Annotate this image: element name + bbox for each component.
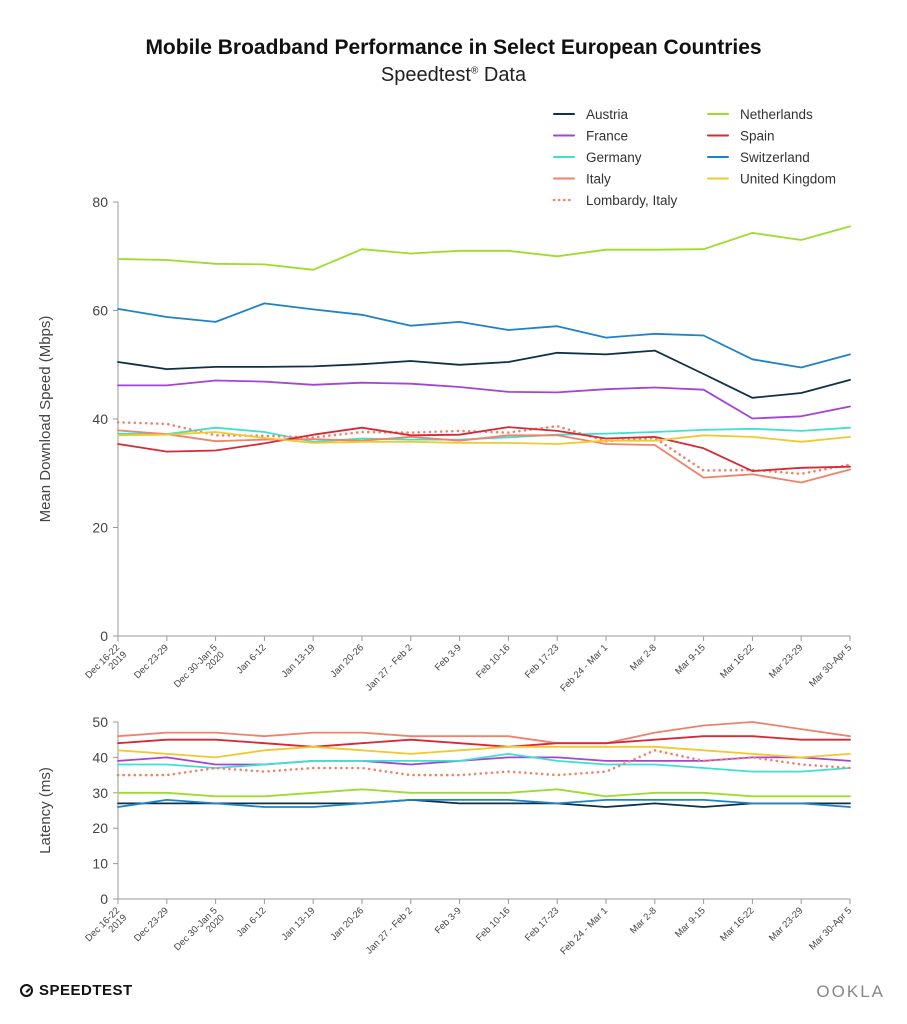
latency-series-switzerland: [117, 799, 851, 808]
download-y-tick-label: 60: [92, 303, 108, 319]
latency-y-tick-label: 40: [92, 749, 108, 765]
latency-y-tick-label: 0: [100, 891, 108, 907]
latency-y-tick-label: 20: [92, 820, 108, 836]
latency-y-tick-label: 30: [92, 785, 108, 801]
latency-y-tick-label: 10: [92, 856, 108, 872]
latency-series-united-kingdom: [117, 745, 851, 759]
download-x-tick-label: Mar 9-15: [673, 642, 708, 677]
download-x-tick-label: Dec 23-29: [132, 642, 171, 681]
download-speed-chart: 0 20 40 60 80 Mean Download Speed (Mbps) Dec 1…: [37, 194, 854, 697]
latency-x-tick-label: Dec 23-29: [132, 905, 171, 944]
speedtest-logo: SPEEDTEST: [20, 982, 133, 999]
download-x-tick-label: Mar 23-29: [767, 642, 805, 680]
download-x-tick-label: Jan 27 - Feb 2: [364, 642, 415, 693]
download-y-axis-label: Mean Download Speed (Mbps): [37, 316, 54, 523]
download-series-netherlands: [117, 225, 851, 271]
latency-series-france: [117, 756, 851, 766]
latency-x-tick-label: Mar 2-8: [628, 905, 659, 936]
legend-label-united-kingdom: United Kingdom: [740, 172, 836, 187]
legend-label-austria: Austria: [586, 107, 629, 122]
latency-x-tick-label: Jan 6-12: [235, 905, 269, 939]
latency-x-tick-label: Jan 13-19: [280, 905, 318, 943]
speedtest-logo-text: SPEEDTEST: [39, 982, 133, 999]
latency-series-germany: [117, 753, 851, 773]
latency-series-netherlands: [117, 788, 851, 798]
latency-series-lombardy-italy: [116, 748, 852, 777]
download-y-tick-label: 40: [92, 411, 108, 427]
latency-x-tick-label: Mar 9-15: [673, 905, 708, 940]
download-series-switzerland: [117, 302, 851, 369]
download-x-tick-label: Dec 30-Jan 52020: [172, 642, 227, 697]
download-x-tick-label: Feb 24 - Mar 1: [558, 642, 610, 694]
latency-x-tick-label: Mar 16-22: [718, 905, 756, 943]
download-x-tick-label: Mar 16-22: [718, 642, 756, 680]
ookla-logo: OOKLA: [816, 982, 885, 1001]
download-y-tick-label: 0: [100, 628, 108, 644]
latency-series-austria: [117, 799, 851, 808]
download-series-italy: [117, 429, 851, 484]
subtitle-text: Speedtest: [380, 64, 471, 86]
latency-x-tick-label: Dec 30-Jan 52020: [172, 905, 227, 960]
legend: Austria France Germany Italy Lombardy, Italy…: [552, 107, 836, 208]
legend-label-spain: Spain: [740, 129, 775, 144]
legend-label-switzerland: Switzerland: [740, 150, 810, 165]
latency-x-tick-label: Jan 20-26: [328, 905, 366, 943]
download-x-tick-label: Feb 17-23: [523, 642, 561, 680]
download-y-tick-label: 20: [92, 520, 108, 536]
latency-series-italy: [117, 721, 851, 745]
download-x-tick-label: Feb 3-9: [433, 642, 464, 673]
latency-x-tick-label: Jan 27 - Feb 2: [364, 905, 415, 956]
latency-x-tick-label: Feb 17-23: [523, 905, 561, 943]
download-series-united-kingdom: [117, 431, 851, 445]
speedometer-icon: [20, 984, 33, 997]
download-x-tick-label: Jan 6-12: [235, 642, 269, 676]
download-x-tick-label: Dec 16-222019: [83, 642, 129, 688]
latency-y-axis-label: Latency (ms): [37, 767, 54, 854]
download-x-tick-label: Jan 20-26: [328, 642, 366, 680]
latency-x-tick-label: Mar 23-29: [767, 905, 805, 943]
download-x-tick-label: Mar 30-Apr 5: [807, 642, 854, 689]
latency-x-tick-label: Feb 10-16: [474, 905, 512, 943]
chart-title: Mobile Broadband Performance in Select E…: [145, 36, 762, 59]
latency-y-tick-label: 50: [92, 714, 108, 730]
chart-subtitle: Speedtest® Data: [0, 64, 907, 87]
download-series-spain: [117, 426, 851, 473]
download-series-austria: [117, 349, 851, 399]
download-x-tick-label: Mar 2-8: [628, 642, 659, 673]
legend-label-lombardy-italy: Lombardy, Italy: [586, 193, 678, 208]
legend-label-italy: Italy: [586, 172, 611, 187]
legend-label-germany: Germany: [586, 150, 642, 165]
latency-x-tick-label: Feb 24 - Mar 1: [558, 905, 610, 957]
latency-x-tick-label: Feb 3-9: [433, 905, 464, 936]
download-x-tick-label: Feb 10-16: [474, 642, 512, 680]
registered-mark: ®: [470, 65, 479, 77]
charts-canvas: Austria France Germany Italy Lombardy, Italy…: [37, 107, 854, 960]
legend-label-france: France: [586, 129, 628, 144]
download-series-france: [117, 379, 851, 420]
latency-series-spain: [117, 735, 851, 748]
download-x-tick-label: Jan 13-19: [280, 642, 318, 680]
legend-label-netherlands: Netherlands: [740, 107, 813, 122]
latency-x-tick-label: Mar 30-Apr 5: [807, 905, 854, 952]
download-y-tick-label: 80: [92, 194, 108, 210]
latency-x-tick-label: Dec 16-222019: [83, 905, 129, 951]
subtitle-suffix: Data: [478, 64, 527, 86]
